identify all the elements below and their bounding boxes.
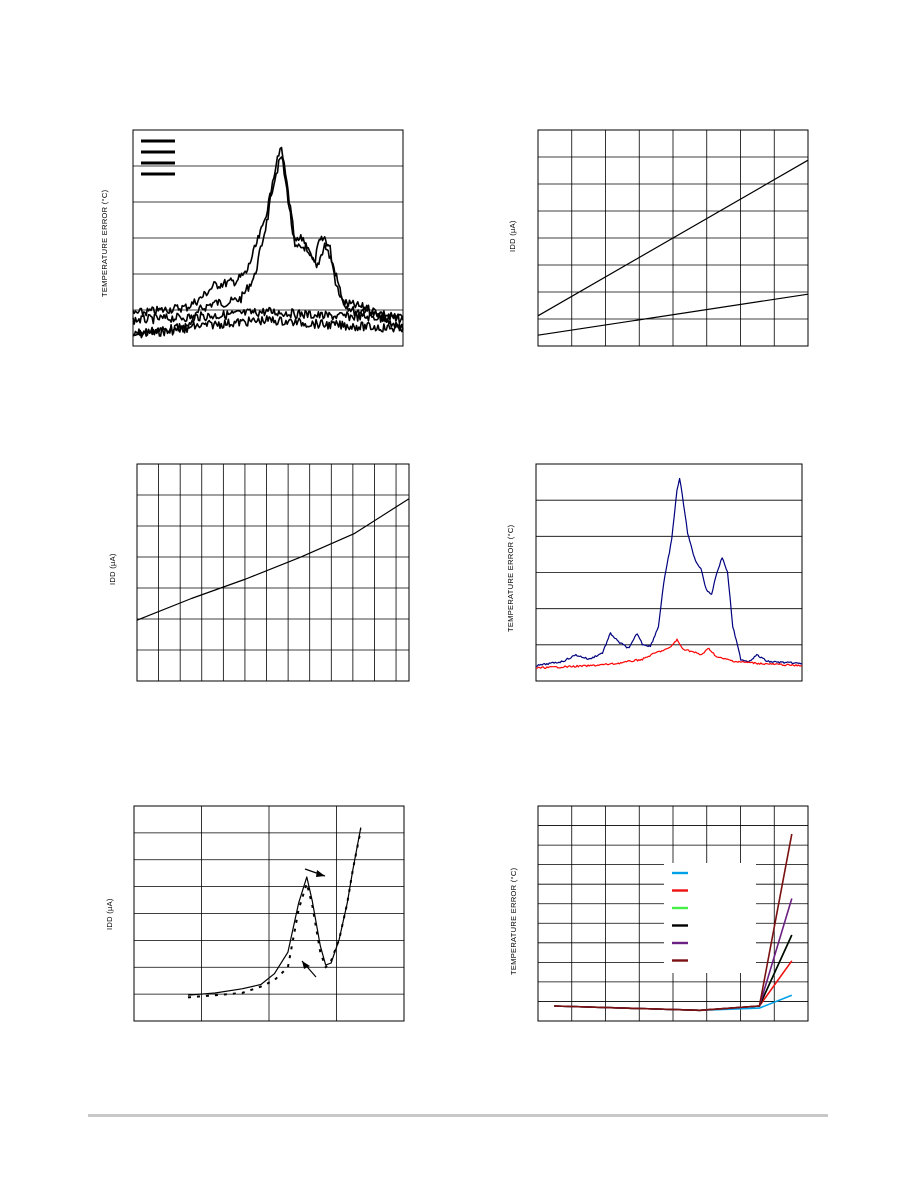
arrow-head: [316, 870, 325, 877]
y-axis-label: IDD (µA): [108, 553, 117, 585]
plot-area: [535, 463, 803, 682]
plot-area: [537, 805, 809, 1022]
chart-temperature-error-1: TEMPERATURE ERROR (°C): [100, 129, 404, 347]
y-axis-label: TEMPERATURE ERROR (°C): [100, 189, 109, 297]
series-line-1: [537, 159, 809, 317]
plot-area: [132, 129, 404, 347]
series-line-2: [132, 156, 404, 324]
y-axis-label: TEMPERATURE ERROR (°C): [506, 524, 515, 632]
footer-rule: [88, 1114, 828, 1117]
series-line-2: [537, 293, 809, 336]
plot-area: [537, 129, 809, 347]
y-axis-label: TEMPERATURE ERROR (°C): [509, 867, 518, 975]
series-line-1: [136, 498, 410, 621]
chart-temperature-error-3: TEMPERATURE ERROR (°C): [509, 805, 809, 1022]
chart-supply-current-1: IDD (µA): [508, 129, 809, 347]
chart-temperature-error-2: TEMPERATURE ERROR (°C): [506, 463, 803, 682]
series-line-6: [554, 833, 793, 1012]
y-axis-label: IDD (µA): [105, 898, 114, 930]
series-line-2: [536, 638, 803, 669]
arrow-head: [302, 961, 310, 969]
plot-area: [136, 463, 410, 682]
series-line-1: [187, 827, 362, 996]
series-line-4: [132, 315, 404, 337]
plot-frame: [136, 463, 410, 682]
chart-supply-current-3: IDD (µA): [105, 805, 405, 1022]
legend-box: [664, 863, 756, 973]
y-axis-label: IDD (µA): [508, 220, 517, 252]
series-line-3: [132, 306, 404, 325]
series-line-1: [535, 477, 803, 668]
series-line-2: [187, 829, 362, 999]
chart-supply-current-2: IDD (µA): [108, 463, 410, 682]
plot-area: [133, 805, 405, 1022]
